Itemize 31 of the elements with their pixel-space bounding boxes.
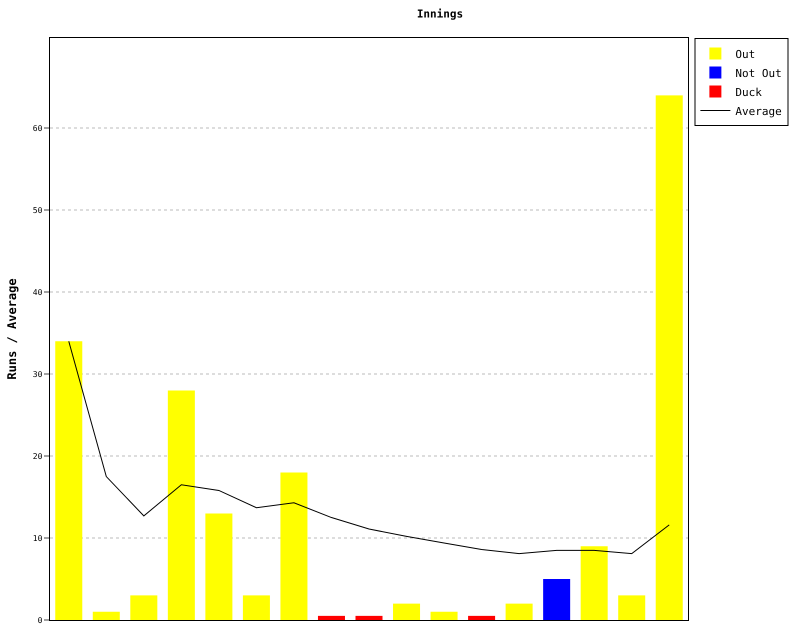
legend-label: Duck: [735, 86, 762, 99]
legend-label: Out: [735, 48, 756, 61]
chart-title: Innings: [416, 7, 464, 20]
legend-label: Not Out: [735, 66, 782, 80]
bar: [55, 341, 82, 620]
y-tick-label: 0: [38, 616, 43, 625]
bar: [468, 616, 496, 620]
y-tick-label: 10: [32, 534, 43, 543]
bar: [506, 604, 533, 620]
y-tick-label: 30: [32, 370, 43, 379]
bar: [242, 595, 270, 620]
y-tick-label: 40: [32, 288, 43, 297]
bar: [205, 513, 232, 620]
bar: [280, 472, 308, 620]
bar: [130, 595, 158, 620]
bar: [355, 616, 383, 620]
bar: [92, 612, 120, 620]
bar: [543, 579, 570, 620]
y-tick-label: 60: [32, 124, 43, 133]
y-tick-label: 50: [32, 206, 43, 215]
legend-label: Average: [735, 104, 782, 118]
bar: [656, 95, 683, 620]
bar: [618, 595, 646, 620]
bar: [430, 612, 458, 620]
bar: [318, 616, 345, 620]
y-tick-label: 20: [32, 452, 43, 461]
bar: [168, 390, 195, 620]
bar: [393, 604, 420, 620]
bar: [580, 546, 608, 620]
line-series: [68, 340, 670, 554]
y-axis-title: Runs / Average: [5, 278, 19, 380]
